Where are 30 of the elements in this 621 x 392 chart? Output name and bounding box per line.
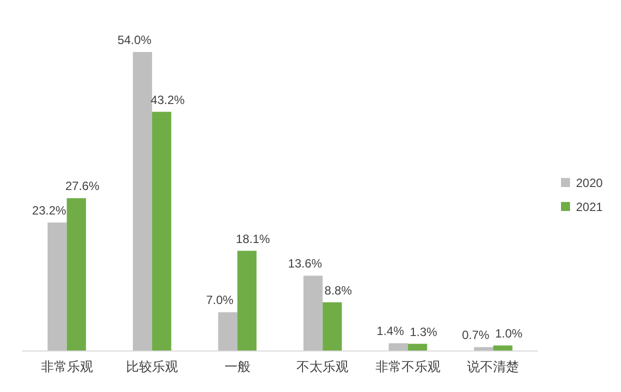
data-label: 13.6%	[288, 256, 322, 271]
bar	[303, 276, 323, 351]
bar	[152, 112, 172, 351]
x-tick-label: 一般	[224, 359, 250, 374]
data-label: 43.2%	[150, 92, 185, 107]
bar	[388, 343, 408, 351]
data-label: 0.7%	[462, 328, 490, 342]
data-label: 54.0%	[117, 33, 152, 47]
legend-label: 2020	[576, 176, 604, 190]
bar	[132, 52, 152, 351]
data-label: 7.0%	[206, 293, 234, 308]
x-tick-label: 非常不乐观	[375, 359, 440, 374]
x-tick-label: 比较乐观	[126, 359, 178, 374]
legend-label: 2021	[576, 200, 604, 214]
data-label: 1.0%	[495, 326, 523, 340]
x-tick-label: 不太乐观	[296, 359, 349, 374]
data-label: 1.4%	[376, 324, 404, 338]
bar	[237, 250, 257, 351]
x-tick-label: 说不清楚	[467, 359, 520, 374]
data-label: 18.1%	[236, 232, 270, 246]
bar	[218, 312, 238, 351]
bar	[493, 345, 512, 351]
data-label: 23.2%	[32, 204, 67, 218]
bar	[48, 222, 67, 351]
data-label: 27.6%	[65, 179, 100, 194]
bar	[322, 302, 342, 351]
data-label: 8.8%	[324, 283, 352, 298]
data-label: 1.3%	[410, 324, 438, 339]
x-tick-label: 非常乐观	[40, 359, 93, 374]
bar	[66, 198, 86, 351]
